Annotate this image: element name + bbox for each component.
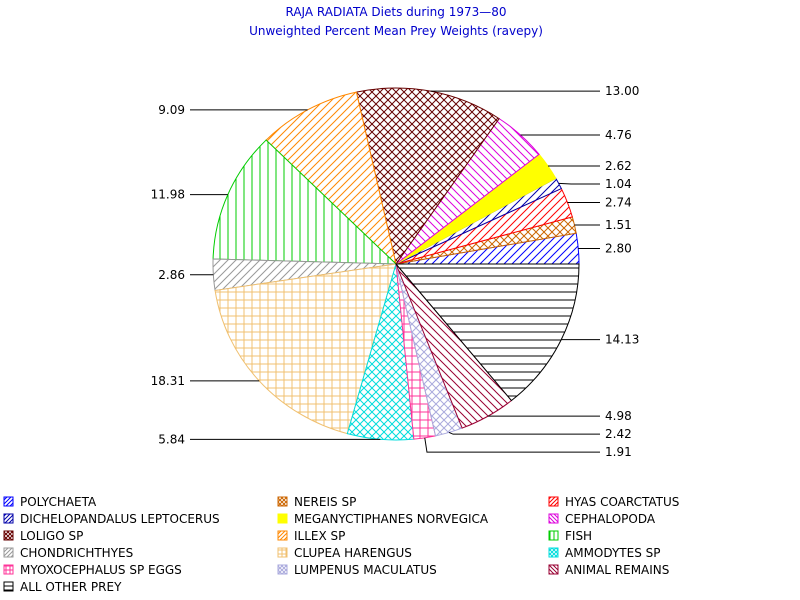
value-label-meganyctiphanes-norvegica: 2.62 (605, 159, 632, 173)
legend-label: HYAS COARCTATUS (565, 495, 679, 509)
legend-swatch (277, 530, 288, 541)
legend-swatch (3, 513, 14, 524)
value-label-all-other-prey: 14.13 (605, 333, 639, 347)
slice-all-other-prey (394, 263, 580, 402)
slice-clupea-harengus (214, 263, 397, 435)
legend-item-clupea-harengus: CLUPEA HARENGUS (277, 546, 412, 560)
legend-swatch (3, 530, 14, 541)
value-label-illex-sp: 9.09 (158, 103, 185, 117)
legend-item-loligo-sp: LOLIGO SP (3, 529, 83, 543)
leader-line-dichelopandalus-leptocerus (558, 182, 600, 185)
value-label-ammodytes-sp: 5.84 (158, 432, 185, 446)
legend-item-meganyctiphanes-norvegica: MEGANYCTIPHANES NORVEGICA (277, 512, 489, 526)
value-label-clupea-harengus: 18.31 (151, 374, 185, 388)
legend-label: MEGANYCTIPHANES NORVEGICA (294, 512, 489, 526)
value-label-chondrichthyes: 2.86 (158, 268, 185, 282)
slice-labels: 13.00 4.76 2.62 1.04 2.74 1.51 2.80 14.13 4.98 2.… (151, 84, 640, 459)
legend-item-all-other-prey: ALL OTHER PREY (3, 580, 122, 594)
legend-label: CEPHALOPODA (565, 512, 656, 526)
value-label-myoxocephalus-sp-eggs: 1.91 (605, 445, 632, 459)
legend-item-cephalopoda: CEPHALOPODA (548, 512, 656, 526)
legend-swatch (3, 547, 14, 558)
legend-swatch (548, 496, 559, 507)
legend-item-fish: FISH (548, 529, 592, 543)
value-label-lumpenus-maculatus: 2.42 (605, 427, 632, 441)
legend-item-chondrichthyes: CHONDRICHTHYES (3, 546, 133, 560)
value-label-polychaeta: 2.80 (605, 242, 632, 256)
value-label-loligo-sp: 13.00 (605, 84, 639, 98)
legend-item-polychaeta: POLYCHAETA (3, 495, 97, 509)
legend-label: AMMODYTES SP (565, 546, 660, 560)
legend-swatch (3, 496, 14, 507)
legend-swatch (277, 564, 288, 575)
value-label-hyas-coarctatus: 2.74 (605, 196, 632, 210)
chart-subtitle: Unweighted Percent Mean Prey Weights (ra… (249, 24, 543, 38)
legend-swatch (277, 547, 288, 558)
chart-title: RAJA RADIATA Diets during 1973—80 (285, 5, 506, 19)
value-label-dichelopandalus-leptocerus: 1.04 (605, 177, 632, 191)
legend-label: ILLEX SP (294, 529, 345, 543)
legend-item-ammodytes-sp: AMMODYTES SP (548, 546, 660, 560)
legend-swatch (3, 581, 14, 592)
value-label-animal-remains: 4.98 (605, 409, 632, 423)
legend-item-illex-sp: ILLEX SP (277, 529, 345, 543)
legend-label: DICHELOPANDALUS LEPTOCERUS (20, 512, 220, 526)
legend-item-myoxocephalus-sp-eggs: MYOXOCEPHALUS SP EGGS (3, 563, 182, 577)
legend-item-animal-remains: ANIMAL REMAINS (548, 563, 669, 577)
slice-illex-sp (265, 91, 397, 266)
leader-line-lumpenus-maculatus (448, 431, 600, 435)
legend-label: ANIMAL REMAINS (565, 563, 669, 577)
legend-swatch (548, 513, 559, 524)
legend-label: POLYCHAETA (20, 495, 97, 509)
legend-swatch (3, 564, 14, 575)
pie-slices (212, 87, 580, 441)
legend-item-nereis-sp: NEREIS SP (277, 495, 356, 509)
legend-label: CHONDRICHTHYES (20, 546, 133, 560)
legend-item-lumpenus-maculatus: LUMPENUS MACULATUS (277, 563, 437, 577)
legend-label: ALL OTHER PREY (20, 580, 122, 594)
legend-label: MYOXOCEPHALUS SP EGGS (20, 563, 182, 577)
value-label-nereis-sp: 1.51 (605, 218, 632, 232)
legend-item-hyas-coarctatus: HYAS COARCTATUS (548, 495, 679, 509)
value-label-cephalopoda: 4.76 (605, 128, 632, 142)
legend-item-dichelopandalus-leptocerus: DICHELOPANDALUS LEPTOCERUS (3, 512, 220, 526)
legend-label: NEREIS SP (294, 495, 356, 509)
legend-label: LOLIGO SP (20, 529, 83, 543)
legend-label: LUMPENUS MACULATUS (294, 563, 437, 577)
slice-fish (212, 139, 398, 265)
legend-swatch (277, 496, 288, 507)
legend-swatch (548, 564, 559, 575)
legend-swatch (277, 513, 288, 524)
legend-swatch (548, 547, 559, 558)
legend-label: FISH (565, 529, 592, 543)
legend: POLYCHAETA NEREIS SP HYAS COARCTATUS DICHEL… (3, 495, 679, 594)
legend-label: CLUPEA HARENGUS (294, 546, 412, 560)
leader-line-myoxocephalus-sp-eggs (424, 437, 600, 453)
value-label-fish: 11.98 (151, 188, 185, 202)
legend-swatch (548, 530, 559, 541)
